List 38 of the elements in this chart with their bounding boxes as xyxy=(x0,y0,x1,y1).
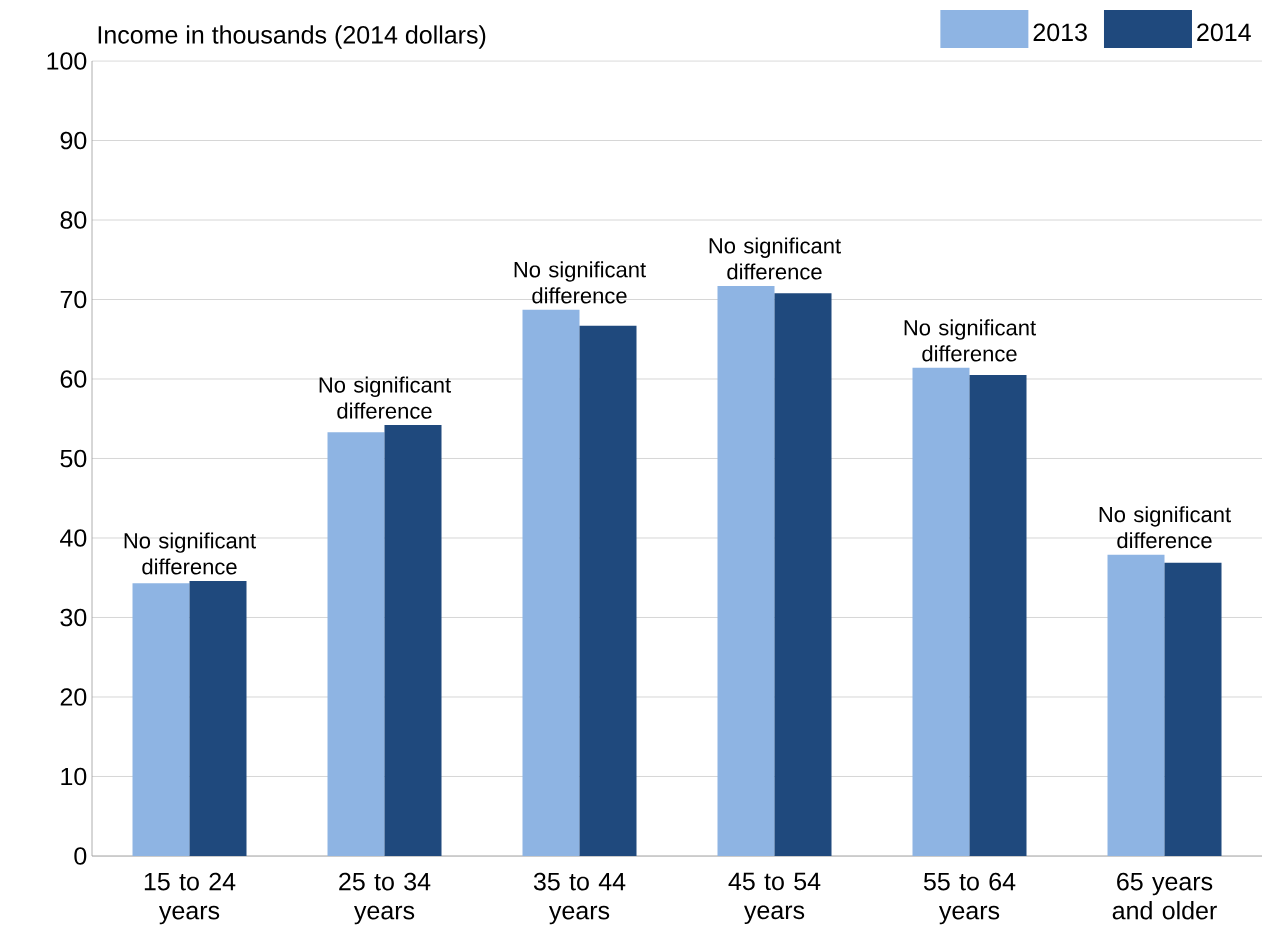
x-tick-label: 65 years and older xyxy=(1112,872,1217,920)
x-tick-label: 15 to 24 years xyxy=(144,872,236,925)
x-tick-label: 35 to 44 years xyxy=(533,872,626,925)
bar xyxy=(384,425,442,856)
bar xyxy=(189,580,247,856)
x-tick-label: 55 to 64 years xyxy=(923,872,1016,925)
bar xyxy=(969,375,1027,856)
y-tick-label: 100 xyxy=(47,52,87,70)
annotation: No significant difference xyxy=(319,376,451,419)
y-tick-label: 0 xyxy=(74,847,87,865)
bar xyxy=(912,367,970,856)
y-tick-label: 40 xyxy=(60,529,87,547)
annotation: No significant difference xyxy=(124,532,256,575)
bar xyxy=(1107,554,1165,856)
bar xyxy=(717,285,775,856)
bar xyxy=(774,293,832,856)
legend-label: 2014 xyxy=(1197,23,1251,42)
y-axis-title: Income in thousands (2014 dollars) xyxy=(98,25,486,49)
bar xyxy=(522,309,580,856)
y-tick-label: 50 xyxy=(60,449,87,468)
y-tick-label: 20 xyxy=(60,688,87,706)
x-tick-label: 45 to 54 years xyxy=(728,872,821,925)
x-tick-label: 25 to 34 years xyxy=(339,872,431,925)
legend-label: 2013 xyxy=(1033,23,1087,42)
y-tick-label: 30 xyxy=(60,608,87,627)
y-tick-label: 60 xyxy=(60,370,87,388)
y-tick-label: 10 xyxy=(61,767,87,786)
y-tick-label: 90 xyxy=(60,131,87,150)
annotation: No significant difference xyxy=(904,319,1036,362)
bar xyxy=(1164,562,1222,856)
bar xyxy=(132,583,190,856)
y-tick-label: 80 xyxy=(60,211,87,229)
bar xyxy=(579,325,637,856)
y-tick-label: 70 xyxy=(60,290,87,309)
annotation: No significant difference xyxy=(1099,506,1231,549)
annotation: No significant difference xyxy=(514,261,646,304)
bar xyxy=(327,432,385,856)
annotation: No significant difference xyxy=(709,237,841,280)
